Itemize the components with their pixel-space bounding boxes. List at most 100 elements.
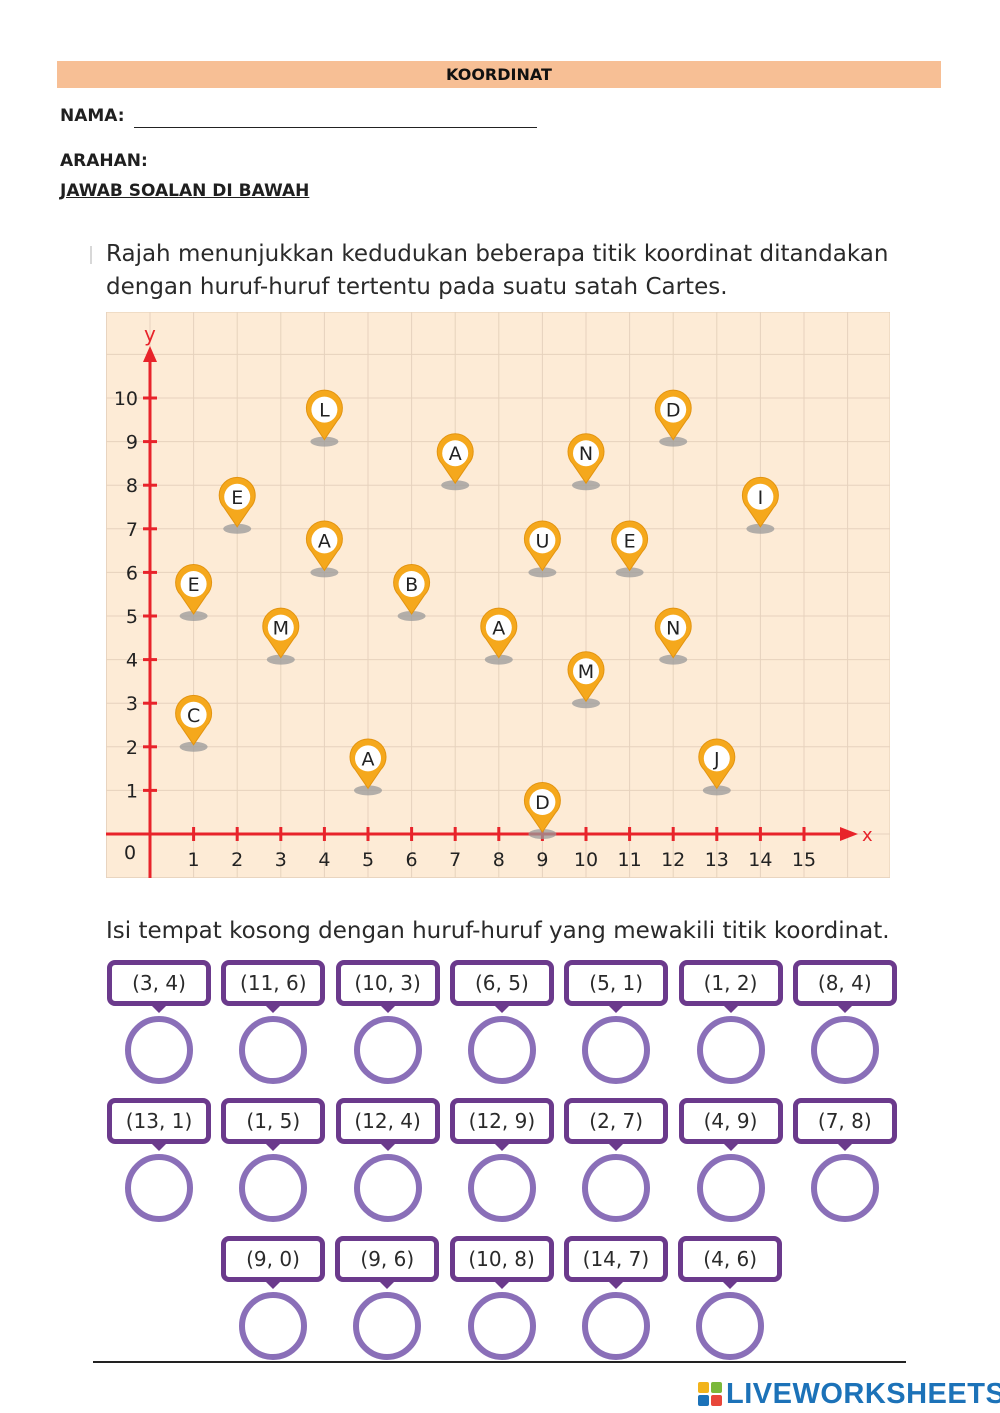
marker-letter: J xyxy=(713,748,720,770)
answer-card: (1, 5) xyxy=(221,1098,326,1222)
answer-input-circle[interactable] xyxy=(582,1016,651,1084)
marker-shadow xyxy=(572,698,600,709)
coordinate-label: (13, 1) xyxy=(107,1098,211,1144)
coordinate-label: (12, 4) xyxy=(335,1098,440,1144)
footer-divider xyxy=(93,1361,906,1363)
marker-letter: L xyxy=(319,400,330,422)
y-tick-label: 5 xyxy=(126,606,138,628)
marker-shadow xyxy=(223,523,252,534)
x-tick-label: 4 xyxy=(318,849,330,871)
answer-input-circle[interactable] xyxy=(696,1154,765,1222)
answer-card: (1, 2) xyxy=(678,960,783,1084)
marker-shadow xyxy=(615,567,644,578)
marker-letter: C xyxy=(187,705,200,727)
arahan-label: ARAHAN: xyxy=(60,151,148,171)
y-tick-label: 8 xyxy=(126,475,138,497)
answer-card: (12, 9) xyxy=(449,1098,554,1222)
question-text: Rajah menunjukkan kedudukan beberapa tit… xyxy=(106,241,889,300)
answer-card: (10, 3) xyxy=(335,960,440,1084)
marker-shadow xyxy=(310,436,339,447)
coordinate-label: (14, 7) xyxy=(563,1236,668,1282)
x-tick-label: 2 xyxy=(231,849,243,871)
answer-input-circle[interactable] xyxy=(582,1154,651,1222)
question-marker xyxy=(90,246,92,264)
cartesian-graph: xy0 1 2 3 4 5 6 7 8 9 10 11 12 13 14 1512345678910CEEML… xyxy=(106,312,890,878)
marker-letter: B xyxy=(405,574,418,596)
y-axis-label: y xyxy=(144,322,156,346)
answer-input-circle[interactable] xyxy=(125,1154,193,1222)
coordinate-label: (9, 6) xyxy=(335,1236,440,1282)
marker-letter: A xyxy=(362,748,375,770)
answer-input-circle[interactable] xyxy=(239,1016,308,1084)
answer-card: (7, 8) xyxy=(792,1098,897,1222)
marker-shadow xyxy=(528,567,557,578)
answer-input-circle[interactable] xyxy=(353,1016,422,1084)
x-tick-label: 3 xyxy=(275,849,287,871)
coordinate-label: (5, 1) xyxy=(564,960,669,1006)
marker-shadow xyxy=(179,611,208,621)
answer-input-circle[interactable] xyxy=(353,1154,422,1222)
answer-input-circle[interactable] xyxy=(467,1154,536,1222)
answer-input-circle[interactable] xyxy=(810,1016,879,1084)
marker-shadow xyxy=(310,567,339,578)
answer-input-circle[interactable] xyxy=(353,1292,422,1360)
answer-input-circle[interactable] xyxy=(696,1016,765,1084)
marker-shadow xyxy=(354,785,382,796)
y-tick-label: 1 xyxy=(126,780,138,802)
label-pointer xyxy=(379,1143,396,1151)
x-tick-label: 1 xyxy=(188,849,200,871)
marker-badge xyxy=(311,527,338,554)
marker-shadow xyxy=(528,829,557,839)
brand-icon xyxy=(698,1382,722,1406)
x-tick-label: 6 xyxy=(406,849,418,871)
answer-card: (9, 6) xyxy=(335,1236,440,1360)
coordinate-label: (9, 0) xyxy=(221,1236,325,1282)
marker-letter: E xyxy=(624,530,636,552)
marker-badge xyxy=(355,745,381,772)
y-tick-label: 3 xyxy=(126,693,138,715)
y-tick-label: 2 xyxy=(126,737,138,759)
marker-letter: A xyxy=(492,618,505,640)
answer-input-circle[interactable] xyxy=(239,1154,308,1222)
answer-card: (2, 7) xyxy=(564,1098,669,1222)
answer-input-circle[interactable] xyxy=(581,1292,650,1360)
marker-badge xyxy=(616,527,643,554)
answer-input-circle[interactable] xyxy=(239,1292,307,1360)
marker-badge xyxy=(485,614,512,641)
marker-letter: U xyxy=(535,530,549,552)
coordinate-label: (8, 4) xyxy=(792,960,897,1006)
name-input-line[interactable] xyxy=(134,127,537,128)
marker-shadow xyxy=(441,480,470,491)
marker-shadow xyxy=(659,436,688,447)
answer-input-circle[interactable] xyxy=(696,1292,765,1360)
x-axis-arrow xyxy=(840,827,858,841)
x-axis-label: x xyxy=(862,825,873,846)
answer-card: (13, 1) xyxy=(107,1098,211,1222)
marker-letter: A xyxy=(449,443,462,465)
answer-input-circle[interactable] xyxy=(467,1016,536,1084)
label-pointer xyxy=(379,1281,396,1289)
graph-background xyxy=(106,312,890,878)
marker-shadow xyxy=(659,654,688,665)
marker-badge xyxy=(529,527,556,554)
origin-label: 0 xyxy=(124,842,136,864)
label-pointer xyxy=(379,1005,396,1013)
marker-badge xyxy=(180,571,207,597)
label-pointer xyxy=(265,1281,281,1289)
answer-input-circle[interactable] xyxy=(467,1292,536,1360)
marker-badge xyxy=(224,483,251,510)
marker-badge xyxy=(529,789,556,815)
answer-input-circle[interactable] xyxy=(125,1016,193,1084)
marker-letter: M xyxy=(578,661,594,683)
label-pointer xyxy=(265,1143,282,1151)
marker-badge xyxy=(573,658,599,685)
x-tick-label: 14 xyxy=(748,849,772,871)
x-tick-label: 9 xyxy=(536,849,548,871)
answer-card: (9, 0) xyxy=(221,1236,325,1360)
marker-badge xyxy=(180,701,207,728)
answer-input-circle[interactable] xyxy=(810,1154,879,1222)
label-pointer xyxy=(493,1005,510,1013)
label-pointer xyxy=(608,1005,625,1013)
brand-name: LIVEWORKSHEETS xyxy=(726,1377,1000,1410)
answer-card: (4, 9) xyxy=(678,1098,783,1222)
